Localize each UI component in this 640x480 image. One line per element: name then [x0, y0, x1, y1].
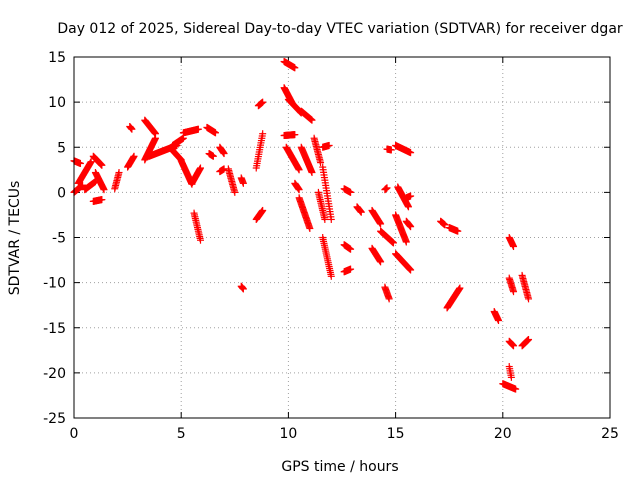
data-point	[98, 161, 106, 169]
data-point	[357, 208, 365, 216]
data-point	[407, 149, 415, 157]
data-point	[259, 98, 267, 106]
data-point	[194, 125, 202, 133]
x-tick-label: 10	[279, 426, 297, 442]
data-point	[231, 188, 239, 196]
data-point	[387, 146, 395, 154]
y-axis-label: SDTVAR / TECUs	[7, 181, 23, 296]
x-tick-label: 20	[494, 426, 512, 442]
data-point	[407, 266, 415, 274]
data-point	[295, 186, 303, 194]
y-tick-label: -25	[43, 411, 66, 427]
data-point	[239, 285, 247, 293]
data-point	[402, 238, 410, 246]
data-point	[291, 131, 299, 139]
y-tick-label: -15	[43, 321, 66, 337]
data-point	[87, 158, 95, 166]
data-point	[407, 192, 415, 200]
y-tick-label: 10	[48, 95, 66, 111]
data-point	[456, 284, 464, 292]
data-point	[454, 227, 462, 235]
data-point	[196, 236, 204, 244]
x-tick-label: 0	[70, 426, 79, 442]
data-point	[209, 152, 217, 160]
data-point	[239, 179, 247, 187]
x-tick-label: 25	[601, 426, 619, 442]
data-point	[377, 258, 385, 266]
y-tick-label: 0	[57, 185, 66, 201]
data-point	[321, 215, 329, 223]
data-point	[98, 196, 106, 204]
data-point	[259, 206, 267, 214]
data-point	[295, 166, 303, 174]
data-point	[495, 317, 503, 325]
data-point	[507, 373, 515, 381]
data-point	[510, 288, 518, 296]
data-point	[128, 125, 136, 133]
grid	[74, 57, 610, 418]
y-tick-label: -10	[43, 276, 66, 292]
y-tick-labels: 15 10 5 0 -5 -10 -15 -20 -25	[43, 50, 66, 427]
plot-frame	[73, 56, 611, 419]
data-point	[100, 186, 108, 194]
data-point	[79, 181, 87, 189]
data-point	[512, 385, 520, 393]
y-tick-label: 15	[48, 50, 66, 66]
data-point	[291, 64, 299, 72]
data-point	[525, 295, 533, 303]
data-point	[441, 221, 449, 229]
data-point	[525, 335, 533, 343]
data-point	[115, 169, 123, 177]
x-axis-label: GPS time / hours	[281, 459, 398, 475]
data-point	[308, 169, 316, 177]
data-point	[407, 223, 415, 231]
data-point	[306, 224, 314, 232]
data-points	[70, 58, 533, 393]
data-point	[317, 159, 325, 167]
data-point	[510, 243, 518, 251]
data-point	[259, 130, 267, 138]
data-point	[404, 203, 412, 211]
data-point	[130, 152, 138, 160]
data-point	[383, 184, 391, 192]
data-point	[389, 239, 397, 247]
chart-title: Day 012 of 2025, Sidereal Day-to-day VTE…	[57, 21, 623, 37]
data-point	[385, 295, 393, 303]
data-point	[347, 265, 355, 273]
x-tick-label: 5	[177, 426, 186, 442]
x-tick-labels: 0 5 10 15 20 25	[70, 426, 619, 442]
x-tick-label: 15	[387, 426, 405, 442]
data-point	[76, 159, 84, 167]
data-point	[220, 150, 228, 158]
data-point	[327, 215, 335, 223]
data-point	[510, 342, 518, 350]
data-point	[151, 134, 159, 142]
data-point	[347, 188, 355, 196]
data-point	[377, 220, 385, 228]
y-tick-label: -20	[43, 366, 66, 382]
data-point	[325, 141, 333, 149]
data-point	[327, 272, 335, 280]
data-point	[347, 245, 355, 253]
data-point	[212, 129, 220, 137]
y-tick-label: -5	[52, 231, 66, 247]
data-point	[196, 164, 204, 172]
y-tick-label: 5	[57, 140, 66, 156]
data-point	[308, 116, 316, 124]
